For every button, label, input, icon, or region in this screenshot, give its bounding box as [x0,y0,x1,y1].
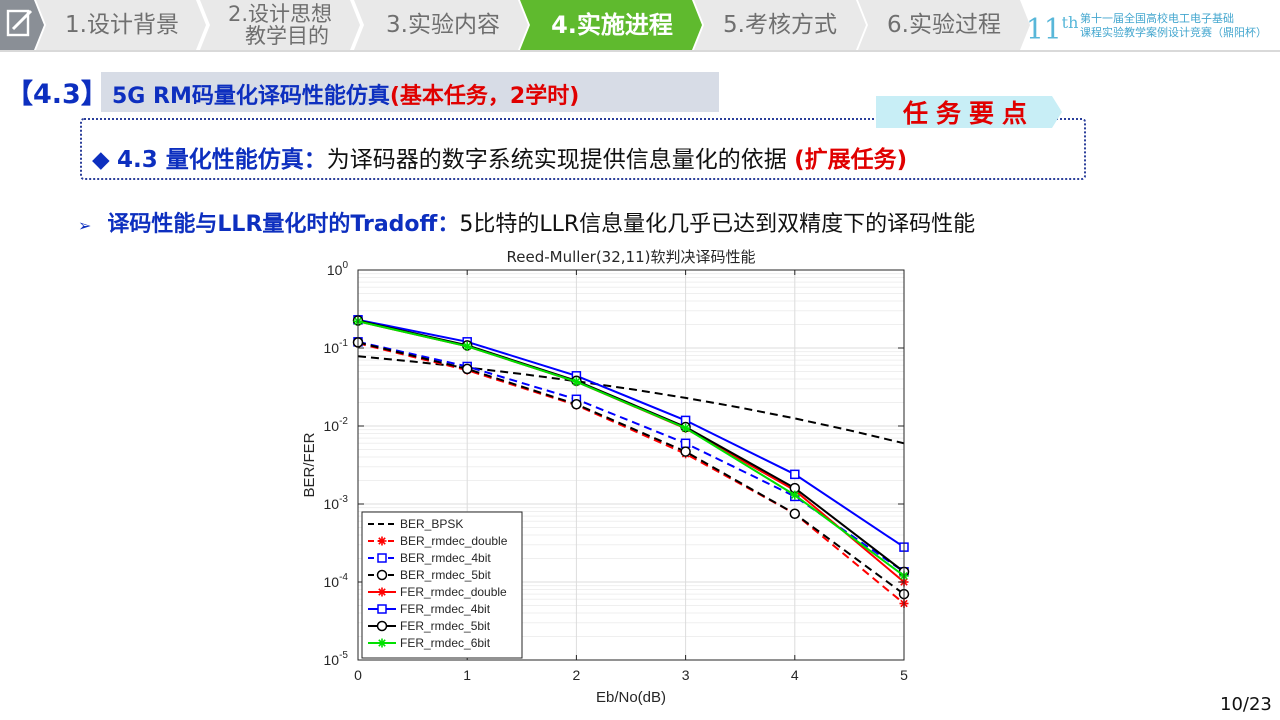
y-axis-label: BER/FER [301,432,318,497]
legend-marker-BER_rmdec_5bit [376,569,388,581]
data-point-FER_rmdec_6bit-stroke [463,342,471,351]
nav-divider [0,50,1280,52]
section-title-main: 5G RM码量化译码性能仿真 [112,84,390,109]
legend-box [361,511,523,659]
data-point-FER_rmdec_6bit [790,490,800,500]
x-tick-label: 1 [463,667,471,683]
x-tick-label: 0 [354,667,362,683]
edit-icon [6,9,33,37]
data-point-FER_rmdec_6bit-stroke [791,491,799,499]
section-number: 【4.3】 [6,79,108,110]
data-point-BER_rmdec_5bit [461,363,473,375]
data-point-FER_rmdec_6bit-stroke [681,424,690,432]
data-point-BER_rmdec_5bit [571,399,582,410]
edition-number: 11 [1026,12,1062,46]
data-point-FER_rmdec_6bit [462,341,472,351]
top-nav: 1.设计背景 2.设计思想 教学目的 3.实验内容 4.实施进程 5.考核方式 … [0,0,1280,50]
ber-fer-chart: 0 1 2 3 4 5 100 10-1 10-2 10-3 10-4 10-5 Reed-Muller… [301,248,910,706]
series-line-FER_rmdec_4bit [357,318,905,548]
key-points-note: (扩展任务) [794,147,908,173]
sub-bullet-heading: 译码性能与LLR量化时的Tradoff： [107,212,460,237]
tab-design-philosophy[interactable]: 2.设计思想 教学目的 [206,0,354,50]
key-points-tag: 任务要点 [902,99,1035,128]
y-tick-label: 10-2 [324,416,349,434]
key-points-line: ◆ 4.3 量化性能仿真：为译码器的数字系统实现提供信息量化的依据 (扩展任务) [92,140,907,174]
sub-bullet: ➢ 译码性能与LLR量化时的Tradoff：5比特的LLR信息量化几乎已达到双精度… [78,206,975,238]
data-point-FER_rmdec_4bit [790,469,800,480]
legend-label-FER_rmdec_5bit: FER_rmdec_5bit [400,619,491,633]
tab-design-philosophy-line1: 2.设计思想 [227,2,333,26]
tab-assessment-method[interactable]: 5.考核方式 [723,12,837,38]
legend-marker-FER_rmdec_5bit [376,620,388,632]
x-tick-label: 2 [573,667,581,683]
legend-marker-BER_rmdec_double [377,536,387,546]
key-points-text: 为译码器的数字系统实现提供信息量化的依据 [326,147,787,173]
legend: BER_BPSK BER_rmdec_double BER_rmdec_4bit BE… [361,511,523,659]
y-tick-label: 10-1 [324,338,349,356]
arrow-bullet-icon: ➢ [78,216,92,235]
legend-label-FER_rmdec_6bit: FER_rmdec_6bit [400,636,491,650]
page-number: 10/23 [1220,694,1272,715]
section-title-bar [101,72,719,112]
key-points-box [80,118,1086,180]
sub-bullet-text: 5比特的LLR信息量化几乎已达到双精度下的译码性能 [459,212,976,237]
section-title: 5G RM码量化译码性能仿真(基本任务，2学时) [112,78,579,110]
x-tick-label: 5 [900,667,908,683]
data-point-BER_rmdec_4bit [680,438,691,449]
legend-label-BER_rmdec_double: BER_rmdec_double [400,534,508,548]
y-tick-label: 10-5 [324,650,349,668]
legend-label-FER_rmdec_4bit: FER_rmdec_4bit [400,602,491,616]
competition-line2: 课程实验教学案例设计竞赛（鼎阳杯） [1080,26,1267,39]
legend-label-FER_rmdec_double: FER_rmdec_double [400,585,507,599]
legend-label-BER_rmdec_4bit: BER_rmdec_4bit [400,551,491,565]
data-point-FER_rmdec_6bit-stroke [572,377,581,386]
key-points-heading: 4.3 量化性能仿真： [117,147,327,173]
y-tick-label: 100 [327,260,349,278]
legend-marker-FER_rmdec_6bit [377,638,387,648]
section-title-note: (基本任务，2学时) [389,84,580,109]
legend-marker-FER_rmdec_4bit [377,604,387,614]
x-tick-label: 4 [791,667,799,683]
x-axis-label: Eb/No(dB) [596,689,666,706]
series-line-BER_rmdec_5bit [357,341,905,595]
key-points-tag-shape [876,96,1062,128]
legend-marker-BER_rmdec_double-stroke [378,537,386,545]
series-line-BER_rmdec_double [357,342,905,605]
data-point-BER_rmdec_5bit [789,508,801,519]
diamond-bullet-icon: ◆ [92,147,110,173]
legend-marker-FER_rmdec_double [377,587,387,597]
competition-name: 第十一届全国高校电工电子基础 课程实验教学案例设计竞赛（鼎阳杯） [1080,12,1267,40]
nav-tab-shapes [0,0,1030,50]
tab-experiment-content[interactable]: 3.实验内容 [386,12,500,38]
data-point-FER_rmdec_6bit [571,377,581,387]
x-tick-label: 3 [682,667,690,683]
data-point-FER_rmdec_6bit [681,423,691,433]
competition-line1: 第十一届全国高校电工电子基础 [1080,12,1234,25]
legend-marker-FER_rmdec_6bit-stroke [378,639,386,647]
edition-suffix: th [1061,13,1079,32]
y-tick-label: 10-3 [324,494,349,512]
legend-marker-FER_rmdec_double-stroke [378,588,386,596]
axes-frame [357,269,905,661]
tab-experiment-process[interactable]: 6.实验过程 [887,12,1001,38]
data-point-BER_rmdec_5bit [680,446,691,457]
edition-badge: 11th [1026,6,1078,46]
tab-design-background[interactable]: 1.设计背景 [65,12,179,38]
tab-design-philosophy-line2: 教学目的 [245,24,329,48]
series-line-FER_rmdec_6bit [357,320,905,577]
legend-label-BER_BPSK: BER_BPSK [400,517,463,531]
legend-label-BER_rmdec_5bit: BER_rmdec_5bit [400,568,491,582]
chart-title: Reed-Muller(32,11)软判决译码性能 [507,248,756,266]
grid-lines [357,270,905,661]
tab-implementation-progress[interactable]: 4.实施进程 [551,11,673,39]
legend-marker-BER_rmdec_4bit [377,553,387,563]
y-tick-label: 10-4 [324,572,349,590]
